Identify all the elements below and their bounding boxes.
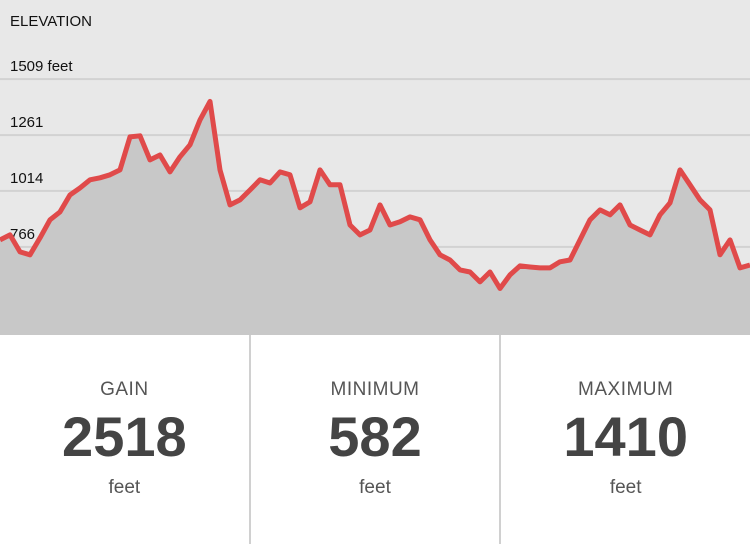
y-tick-label: 1509 feet xyxy=(10,58,73,75)
stat-card: GAIN 2518 feet xyxy=(0,335,249,544)
y-tick-label: 1261 xyxy=(10,114,43,131)
stat-label: MINIMUM xyxy=(330,379,420,400)
stat-card: MINIMUM 582 feet xyxy=(248,335,500,544)
stat-label: GAIN xyxy=(100,379,149,400)
stat-card: MAXIMUM 1410 feet xyxy=(499,335,750,544)
stat-value: 1410 xyxy=(563,405,688,468)
stat-label: MAXIMUM xyxy=(578,379,674,400)
y-tick-label: 766 xyxy=(10,226,35,243)
chart-title: ELEVATION xyxy=(10,13,92,30)
stats-panel: GAIN 2518 feet MINIMUM 582 feet MAXIMUM 1410 fee… xyxy=(0,335,750,544)
stat-value: 2518 xyxy=(62,405,187,468)
elevation-line xyxy=(0,98,750,291)
elevation-chart: ELEVATION 518766101412611509 feet xyxy=(0,0,750,335)
stat-unit: feet xyxy=(108,477,141,498)
y-tick-label: 1014 xyxy=(10,170,43,187)
stat-unit: feet xyxy=(359,477,391,498)
stat-value: 582 xyxy=(328,405,422,468)
stat-unit: feet xyxy=(609,477,642,498)
